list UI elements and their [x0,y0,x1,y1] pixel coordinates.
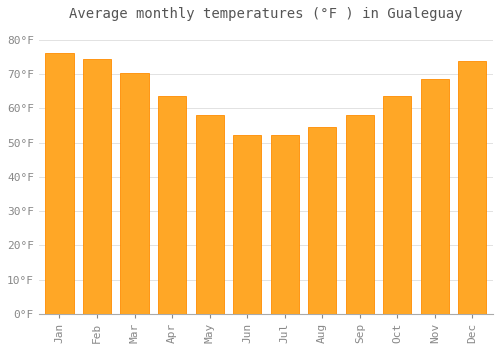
Bar [346,115,374,314]
Title: Average monthly temperatures (°F ) in Gualeguay: Average monthly temperatures (°F ) in Gu… [69,7,462,21]
Bar [46,52,74,314]
Bar [308,127,336,314]
Bar [421,79,449,314]
Bar [158,97,186,314]
Bar [458,61,486,314]
Bar [83,60,111,314]
Bar [233,135,261,314]
Bar [383,97,412,314]
Bar [120,73,148,314]
Bar [196,115,224,314]
Bar [270,135,299,314]
